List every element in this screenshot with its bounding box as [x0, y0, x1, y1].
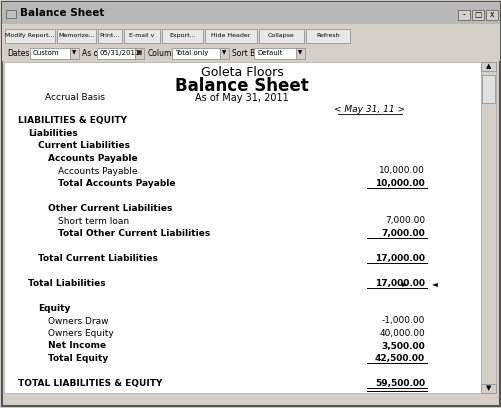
Text: Net Income: Net Income [48, 341, 106, 350]
Text: TOTAL LIABILITIES & EQUITY: TOTAL LIABILITIES & EQUITY [18, 379, 162, 388]
Bar [124, 29, 160, 43]
Text: 40,000.00: 40,000.00 [378, 329, 424, 338]
Text: Print...: Print... [100, 33, 120, 38]
Text: Sort By: Sort By [231, 49, 259, 58]
Text: Export...: Export... [169, 33, 195, 38]
Text: ▦: ▦ [137, 51, 142, 55]
Text: ▲: ▲ [485, 64, 490, 69]
Text: Total Equity: Total Equity [48, 354, 108, 363]
Text: As of May 31, 2011: As of May 31, 2011 [195, 93, 288, 103]
Text: ▼: ▼ [222, 51, 226, 55]
Bar [30, 48, 70, 59]
Text: Modify Report...: Modify Report... [5, 33, 55, 38]
Text: Accounts Payable: Accounts Payable [58, 166, 137, 175]
Text: Equity: Equity [38, 304, 70, 313]
Bar [70, 48, 79, 59]
Text: 59,500.00: 59,500.00 [374, 379, 424, 388]
Text: x: x [489, 10, 493, 19]
Text: Total Accounts Payable: Total Accounts Payable [58, 179, 175, 188]
Bar [162, 29, 202, 43]
Text: Total only: Total only [175, 50, 208, 56]
Text: LIABILITIES & EQUITY: LIABILITIES & EQUITY [18, 117, 127, 126]
Bar [2, 24, 499, 45]
Text: As of: As of [82, 49, 101, 58]
Text: ▼: ▼ [298, 51, 302, 55]
Bar [306, 29, 349, 43]
Text: Total Liabilities: Total Liabilities [28, 279, 105, 288]
Text: 17,000.00: 17,000.00 [374, 254, 424, 263]
Bar [4, 62, 480, 393]
Bar [480, 62, 495, 71]
Bar [219, 48, 228, 59]
Bar [471, 10, 483, 20]
Bar [97, 48, 135, 59]
Text: 17,000.00: 17,000.00 [374, 279, 424, 288]
Bar [57, 29, 96, 43]
Text: -: - [462, 10, 464, 19]
Text: -1,000.00: -1,000.00 [381, 317, 424, 326]
Text: Accounts Payable: Accounts Payable [48, 154, 137, 163]
Text: 10,000.00: 10,000.00 [375, 179, 424, 188]
Text: Goleta Floors: Goleta Floors [200, 67, 283, 80]
Text: Total Other Current Liabilities: Total Other Current Liabilities [58, 229, 210, 238]
Text: 3,500.00: 3,500.00 [380, 341, 424, 350]
Text: Custom: Custom [33, 50, 60, 56]
Bar [6, 10, 16, 18]
Bar [296, 48, 305, 59]
Bar [172, 48, 219, 59]
Bar [480, 384, 495, 393]
Text: Accrual Basis: Accrual Basis [45, 93, 105, 102]
Bar [5, 29, 55, 43]
Text: ◄: ◄ [431, 279, 437, 288]
Text: 42,500.00: 42,500.00 [374, 354, 424, 363]
Text: Hide Header: Hide Header [211, 33, 250, 38]
Text: □: □ [473, 10, 480, 19]
Text: Current Liabilities: Current Liabilities [38, 142, 130, 151]
Bar [485, 10, 497, 20]
Text: Refresh: Refresh [316, 33, 339, 38]
Text: 7,000.00: 7,000.00 [384, 217, 424, 226]
Text: Balance Sheet: Balance Sheet [175, 77, 308, 95]
Text: Collapse: Collapse [268, 33, 294, 38]
Text: ▼: ▼ [72, 51, 77, 55]
Bar [2, 2, 499, 24]
Text: < May 31, 11 >: < May 31, 11 > [334, 106, 405, 115]
Bar [135, 48, 144, 59]
Text: E-mail v: E-mail v [129, 33, 154, 38]
Text: Dates: Dates [7, 49, 30, 58]
Text: 10,000.00: 10,000.00 [378, 166, 424, 175]
Bar [457, 10, 469, 20]
Text: 05/31/2011: 05/31/2011 [100, 50, 140, 56]
Bar [480, 62, 495, 393]
Bar [259, 29, 304, 43]
Text: Other Current Liabilities: Other Current Liabilities [48, 204, 172, 213]
Bar [2, 45, 499, 61]
Text: Owners Draw: Owners Draw [48, 317, 108, 326]
Text: Default: Default [257, 50, 282, 56]
Text: Total Current Liabilities: Total Current Liabilities [38, 254, 157, 263]
Text: Memorize...: Memorize... [58, 33, 95, 38]
Text: Columns: Columns [148, 49, 181, 58]
Text: Balance Sheet: Balance Sheet [20, 8, 104, 18]
Text: Owners Equity: Owners Equity [48, 329, 114, 338]
Bar [204, 29, 257, 43]
Bar [481, 75, 494, 103]
Text: ▼: ▼ [485, 386, 490, 392]
Text: 7,000.00: 7,000.00 [380, 229, 424, 238]
Bar [254, 48, 296, 59]
Text: ►: ► [401, 279, 407, 288]
Bar [98, 29, 122, 43]
Text: Liabilities: Liabilities [28, 129, 78, 138]
Text: Short term loan: Short term loan [58, 217, 129, 226]
